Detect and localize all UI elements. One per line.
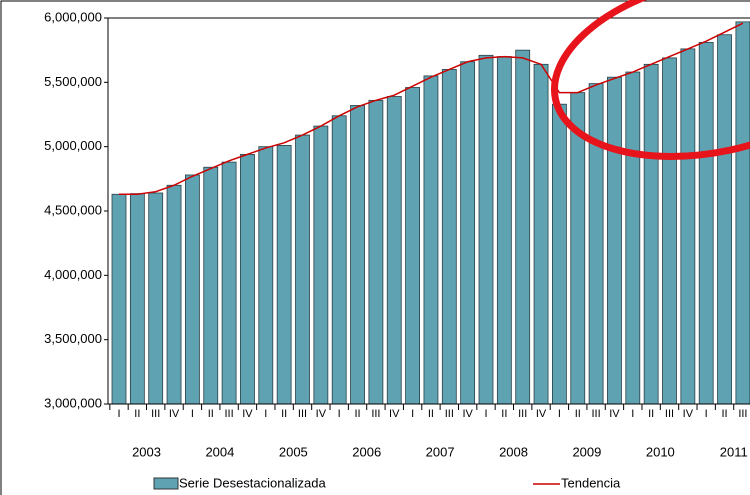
x-tick-label: III — [518, 408, 527, 420]
x-tick-label: II — [575, 408, 581, 420]
y-tick-label: 6,000,000 — [44, 9, 102, 24]
x-tick-label: III — [151, 408, 160, 420]
highlight-circle — [550, 0, 750, 160]
bar — [276, 144, 292, 405]
y-tick-label: 4,000,000 — [44, 267, 102, 282]
y-tick-label: 4,500,000 — [44, 202, 102, 217]
year-label: 2006 — [352, 444, 381, 459]
legend-label: Tendencia — [561, 475, 621, 490]
x-tick-label: III — [592, 408, 601, 420]
x-tick-label: I — [338, 408, 341, 420]
x-tick-label: III — [298, 408, 307, 420]
x-tick-label: I — [264, 408, 267, 420]
bar — [350, 105, 365, 405]
bar — [203, 166, 219, 405]
x-tick-label: IV — [536, 408, 547, 420]
bar — [386, 96, 402, 405]
bar — [588, 83, 604, 405]
bar — [184, 174, 200, 405]
x-tick-label: III — [371, 408, 380, 420]
bar — [405, 87, 421, 405]
bar — [368, 99, 384, 405]
x-tick-label: I — [631, 408, 634, 420]
bar — [717, 34, 732, 405]
bar — [331, 115, 347, 405]
bar — [625, 71, 641, 405]
bar — [221, 161, 237, 405]
x-tick-label: I — [484, 408, 487, 420]
x-tick-label: IV — [389, 408, 400, 420]
year-label: 2007 — [426, 444, 455, 459]
bar — [258, 146, 274, 405]
bar — [533, 63, 549, 405]
bar — [552, 103, 567, 405]
x-tick-label: II — [281, 408, 287, 420]
x-tick-label: I — [558, 408, 561, 420]
x-tick-label: I — [117, 408, 120, 420]
x-tick-label: II — [648, 408, 654, 420]
y-tick-label: 5,000,000 — [44, 138, 102, 153]
x-tick-label: I — [705, 408, 708, 420]
bar — [735, 21, 750, 405]
bar — [111, 193, 127, 405]
x-tick-label: III — [738, 408, 747, 420]
year-label: 2010 — [646, 444, 675, 459]
year-label: 2003 — [132, 444, 161, 459]
year-label: 2009 — [572, 444, 601, 459]
bar — [240, 153, 255, 405]
x-tick-label: II — [134, 408, 140, 420]
x-tick-label: IV — [683, 408, 694, 420]
bar — [607, 76, 622, 405]
x-tick-label: IV — [462, 408, 473, 420]
bar — [129, 193, 145, 405]
bar — [148, 192, 164, 405]
x-tick-label: II — [501, 408, 507, 420]
bar — [496, 56, 512, 405]
y-tick-label: 3,000,000 — [44, 395, 102, 410]
year-label: 2004 — [205, 444, 234, 459]
x-tick-label: IV — [316, 408, 327, 420]
y-tick-label: 5,500,000 — [44, 74, 102, 89]
x-tick-label: I — [411, 408, 414, 420]
bar — [478, 54, 494, 405]
bar — [313, 125, 329, 405]
year-label: 2008 — [499, 444, 528, 459]
bar — [643, 63, 659, 405]
bar — [295, 134, 310, 405]
x-tick-label: II — [428, 408, 434, 420]
bar — [166, 184, 182, 405]
x-tick-label: IV — [242, 408, 253, 420]
trend-line — [119, 22, 744, 196]
bar — [515, 49, 531, 405]
x-tick-label: III — [445, 408, 454, 420]
x-tick-label: II — [721, 408, 727, 420]
year-label: 2005 — [279, 444, 308, 459]
legend-swatch — [153, 477, 179, 490]
bar — [698, 42, 714, 405]
bar — [460, 61, 476, 405]
bar — [441, 69, 457, 405]
x-tick-label: III — [665, 408, 674, 420]
x-tick-label: IV — [169, 408, 180, 420]
bar — [570, 92, 586, 405]
year-label: 2011 — [720, 444, 748, 459]
bar — [662, 57, 677, 405]
x-tick-label: I — [191, 408, 194, 420]
bar — [423, 75, 439, 405]
x-tick-label: IV — [609, 408, 620, 420]
y-tick-label: 3,500,000 — [44, 331, 102, 346]
x-tick-label: III — [225, 408, 234, 420]
bar — [680, 48, 696, 405]
x-tick-label: II — [354, 408, 360, 420]
legend-label: Serie Desestacionalizada — [179, 475, 326, 490]
x-tick-label: II — [208, 408, 214, 420]
